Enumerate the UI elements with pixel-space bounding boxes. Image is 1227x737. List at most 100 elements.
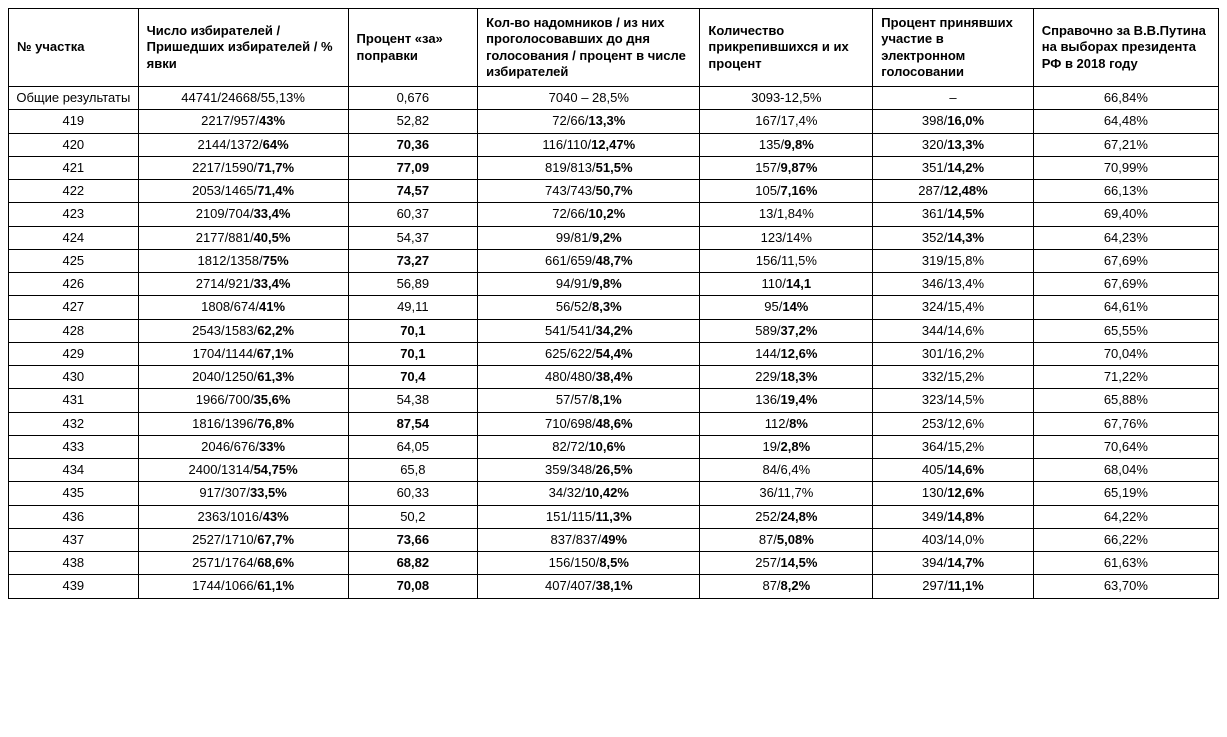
table-row: 4332046/676/33%64,0582/72/10,6%19/2,8%36…	[9, 435, 1219, 458]
summary-home: 7040 – 28,5%	[478, 87, 700, 110]
cell-putin-2018: 71,22%	[1033, 366, 1218, 389]
cell-voters-turnout: 2040/1250/61,3%	[138, 366, 348, 389]
cell-home-voters: 819/813/51,5%	[478, 156, 700, 179]
cell-evoting: 346/13,4%	[873, 273, 1034, 296]
cell-putin-2018: 61,63%	[1033, 552, 1218, 575]
cell-percent-for: 70,4	[348, 366, 478, 389]
cell-putin-2018: 69,40%	[1033, 203, 1218, 226]
cell-home-voters: 56/52/8,3%	[478, 296, 700, 319]
cell-home-voters: 480/480/38,4%	[478, 366, 700, 389]
cell-home-voters: 57/57/8,1%	[478, 389, 700, 412]
header-precinct-no: № участка	[9, 9, 139, 87]
cell-voters-turnout: 2571/1764/68,6%	[138, 552, 348, 575]
cell-putin-2018: 64,22%	[1033, 505, 1218, 528]
table-row: 4321816/1396/76,8%87,54710/698/48,6%112/…	[9, 412, 1219, 435]
cell-attached: 105/7,16%	[700, 180, 873, 203]
cell-percent-for: 70,08	[348, 575, 478, 598]
cell-precinct-no: 419	[9, 110, 139, 133]
cell-evoting: 297/11,1%	[873, 575, 1034, 598]
cell-precinct-no: 423	[9, 203, 139, 226]
table-row: 4282543/1583/62,2%70,1541/541/34,2%589/3…	[9, 319, 1219, 342]
cell-percent-for: 68,82	[348, 552, 478, 575]
cell-attached: 135/9,8%	[700, 133, 873, 156]
cell-attached: 87/5,08%	[700, 528, 873, 551]
table-row: 4202144/1372/64%70,36116/110/12,47%135/9…	[9, 133, 1219, 156]
cell-attached: 123/14%	[700, 226, 873, 249]
cell-evoting: 349/14,8%	[873, 505, 1034, 528]
cell-voters-turnout: 2144/1372/64%	[138, 133, 348, 156]
cell-precinct-no: 424	[9, 226, 139, 249]
cell-home-voters: 72/66/10,2%	[478, 203, 700, 226]
cell-percent-for: 60,33	[348, 482, 478, 505]
cell-attached: 19/2,8%	[700, 435, 873, 458]
cell-precinct-no: 428	[9, 319, 139, 342]
cell-voters-turnout: 2053/1465/71,4%	[138, 180, 348, 203]
table-row: 4251812/1358/75%73,27661/659/48,7%156/11…	[9, 249, 1219, 272]
cell-home-voters: 661/659/48,7%	[478, 249, 700, 272]
summary-label: Общие результаты	[9, 87, 139, 110]
cell-attached: 156/11,5%	[700, 249, 873, 272]
cell-voters-turnout: 2400/1314/54,75%	[138, 459, 348, 482]
cell-voters-turnout: 2527/1710/67,7%	[138, 528, 348, 551]
cell-evoting: 352/14,3%	[873, 226, 1034, 249]
cell-voters-turnout: 2217/1590/71,7%	[138, 156, 348, 179]
cell-putin-2018: 67,69%	[1033, 273, 1218, 296]
cell-home-voters: 743/743/50,7%	[478, 180, 700, 203]
table-row: 4232109/704/33,4%60,3772/66/10,2%13/1,84…	[9, 203, 1219, 226]
cell-evoting: 287/12,48%	[873, 180, 1034, 203]
cell-putin-2018: 63,70%	[1033, 575, 1218, 598]
cell-precinct-no: 422	[9, 180, 139, 203]
table-row: 4212217/1590/71,7%77,09819/813/51,5%157/…	[9, 156, 1219, 179]
cell-percent-for: 52,82	[348, 110, 478, 133]
cell-precinct-no: 426	[9, 273, 139, 296]
cell-putin-2018: 65,88%	[1033, 389, 1218, 412]
cell-home-voters: 156/150/8,5%	[478, 552, 700, 575]
summary-for: 0,676	[348, 87, 478, 110]
cell-putin-2018: 66,22%	[1033, 528, 1218, 551]
cell-home-voters: 94/91/9,8%	[478, 273, 700, 296]
cell-voters-turnout: 2109/704/33,4%	[138, 203, 348, 226]
cell-precinct-no: 438	[9, 552, 139, 575]
cell-percent-for: 60,37	[348, 203, 478, 226]
cell-precinct-no: 425	[9, 249, 139, 272]
cell-voters-turnout: 2714/921/33,4%	[138, 273, 348, 296]
cell-precinct-no: 437	[9, 528, 139, 551]
cell-percent-for: 64,05	[348, 435, 478, 458]
header-percent-for: Процент «за» поправки	[348, 9, 478, 87]
cell-putin-2018: 68,04%	[1033, 459, 1218, 482]
cell-voters-turnout: 1816/1396/76,8%	[138, 412, 348, 435]
cell-home-voters: 837/837/49%	[478, 528, 700, 551]
cell-evoting: 320/13,3%	[873, 133, 1034, 156]
header-putin-2018: Справочно за В.В.Путина на выборах прези…	[1033, 9, 1218, 87]
cell-evoting: 253/12,6%	[873, 412, 1034, 435]
cell-evoting: 364/15,2%	[873, 435, 1034, 458]
cell-percent-for: 74,57	[348, 180, 478, 203]
cell-precinct-no: 431	[9, 389, 139, 412]
table-row: 435917/307/33,5%60,3334/32/10,42%36/11,7…	[9, 482, 1219, 505]
cell-voters-turnout: 2543/1583/62,2%	[138, 319, 348, 342]
cell-attached: 110/14,1	[700, 273, 873, 296]
cell-evoting: 405/14,6%	[873, 459, 1034, 482]
table-row: 4242177/881/40,5%54,3799/81/9,2%123/14%3…	[9, 226, 1219, 249]
summary-putin: 66,84%	[1033, 87, 1218, 110]
cell-putin-2018: 70,99%	[1033, 156, 1218, 179]
cell-attached: 136/19,4%	[700, 389, 873, 412]
cell-attached: 252/24,8%	[700, 505, 873, 528]
cell-attached: 157/9,87%	[700, 156, 873, 179]
table-row: 4311966/700/35,6%54,3857/57/8,1%136/19,4…	[9, 389, 1219, 412]
cell-percent-for: 54,37	[348, 226, 478, 249]
table-row: 4362363/1016/43%50,2151/115/11,3%252/24,…	[9, 505, 1219, 528]
cell-putin-2018: 65,19%	[1033, 482, 1218, 505]
cell-percent-for: 50,2	[348, 505, 478, 528]
cell-percent-for: 70,1	[348, 342, 478, 365]
cell-voters-turnout: 917/307/33,5%	[138, 482, 348, 505]
cell-percent-for: 73,27	[348, 249, 478, 272]
cell-putin-2018: 66,13%	[1033, 180, 1218, 203]
cell-voters-turnout: 1744/1066/61,1%	[138, 575, 348, 598]
cell-voters-turnout: 2217/957/43%	[138, 110, 348, 133]
cell-attached: 112/8%	[700, 412, 873, 435]
cell-putin-2018: 64,48%	[1033, 110, 1218, 133]
cell-precinct-no: 429	[9, 342, 139, 365]
cell-voters-turnout: 2363/1016/43%	[138, 505, 348, 528]
cell-evoting: 324/15,4%	[873, 296, 1034, 319]
